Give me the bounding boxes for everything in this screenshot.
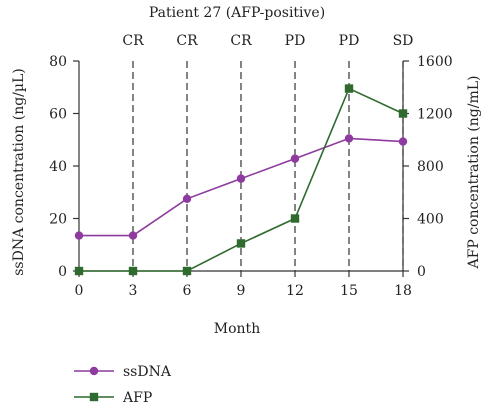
x-tick-label-0: 0 xyxy=(75,283,84,299)
left-y-tick-label-0: 0 xyxy=(58,264,67,280)
legend-afp-label: AFP xyxy=(122,390,152,406)
ssdna-point-6 xyxy=(398,137,408,146)
ssdna-point-0 xyxy=(74,231,84,240)
response-label-1: CR xyxy=(176,33,198,49)
response-label-0: CR xyxy=(122,33,144,49)
ssdna-point-2 xyxy=(182,194,192,204)
x-tick-label-1: 3 xyxy=(129,283,138,299)
afp-point-6 xyxy=(398,109,408,118)
right-y-tick-label-0: 0 xyxy=(417,264,426,280)
afp-point-5 xyxy=(344,84,354,93)
ssdna-point-5 xyxy=(344,134,354,143)
response-lines xyxy=(132,61,404,271)
afp-point-1 xyxy=(128,266,138,276)
x-tick-label-5: 15 xyxy=(340,283,358,299)
data-series xyxy=(74,84,408,276)
legend-ssdna-marker xyxy=(89,366,99,376)
x-tick-label-4: 12 xyxy=(286,283,304,299)
x-tick-label-3: 9 xyxy=(237,283,246,299)
left-y-tick-label-1: 20 xyxy=(49,212,67,228)
response-label-2: CR xyxy=(230,33,252,49)
chart-legend: ssDNA AFP xyxy=(74,364,172,406)
left-y-tick-label-3: 60 xyxy=(49,107,67,123)
afp-point-2 xyxy=(182,266,192,276)
ssdna-point-4 xyxy=(290,154,300,163)
chart-title: Patient 27 (AFP-positive) xyxy=(149,5,325,21)
right-y-tick-label-4: 1600 xyxy=(417,54,453,70)
legend-ssdna-label: ssDNA xyxy=(123,364,172,380)
left-y-tick-label-2: 40 xyxy=(49,159,67,175)
right-y-axis-label: AFP concentration (ng/mL) xyxy=(466,76,482,270)
afp-point-4 xyxy=(290,214,300,223)
response-labels: CR CR CR PD PD SD xyxy=(122,33,413,49)
response-label-5: SD xyxy=(393,33,414,49)
x-axis-label: Month xyxy=(214,321,260,337)
right-y-tick-label-2: 800 xyxy=(417,159,444,175)
afp-point-3 xyxy=(236,239,246,248)
afp-point-0 xyxy=(74,266,84,276)
left-y-axis-label: ssDNA concentration (ng/µL) xyxy=(11,68,27,276)
ssdna-point-3 xyxy=(236,174,246,183)
x-axis-ticks: 0 3 6 9 12 15 18 xyxy=(75,271,412,299)
left-y-axis-ticks: 0 20 40 60 80 xyxy=(49,54,79,280)
left-y-tick-label-4: 80 xyxy=(49,54,67,70)
x-tick-label-6: 18 xyxy=(394,283,412,299)
right-y-axis-ticks: 0 400 800 1200 1600 xyxy=(403,54,453,280)
right-y-tick-label-3: 1200 xyxy=(417,107,453,123)
response-label-3: PD xyxy=(285,33,306,49)
x-tick-label-2: 6 xyxy=(183,283,192,299)
legend-afp-marker xyxy=(89,392,99,402)
right-y-tick-label-1: 400 xyxy=(417,212,444,228)
ssdna-point-1 xyxy=(128,231,138,240)
response-label-4: PD xyxy=(339,33,360,49)
